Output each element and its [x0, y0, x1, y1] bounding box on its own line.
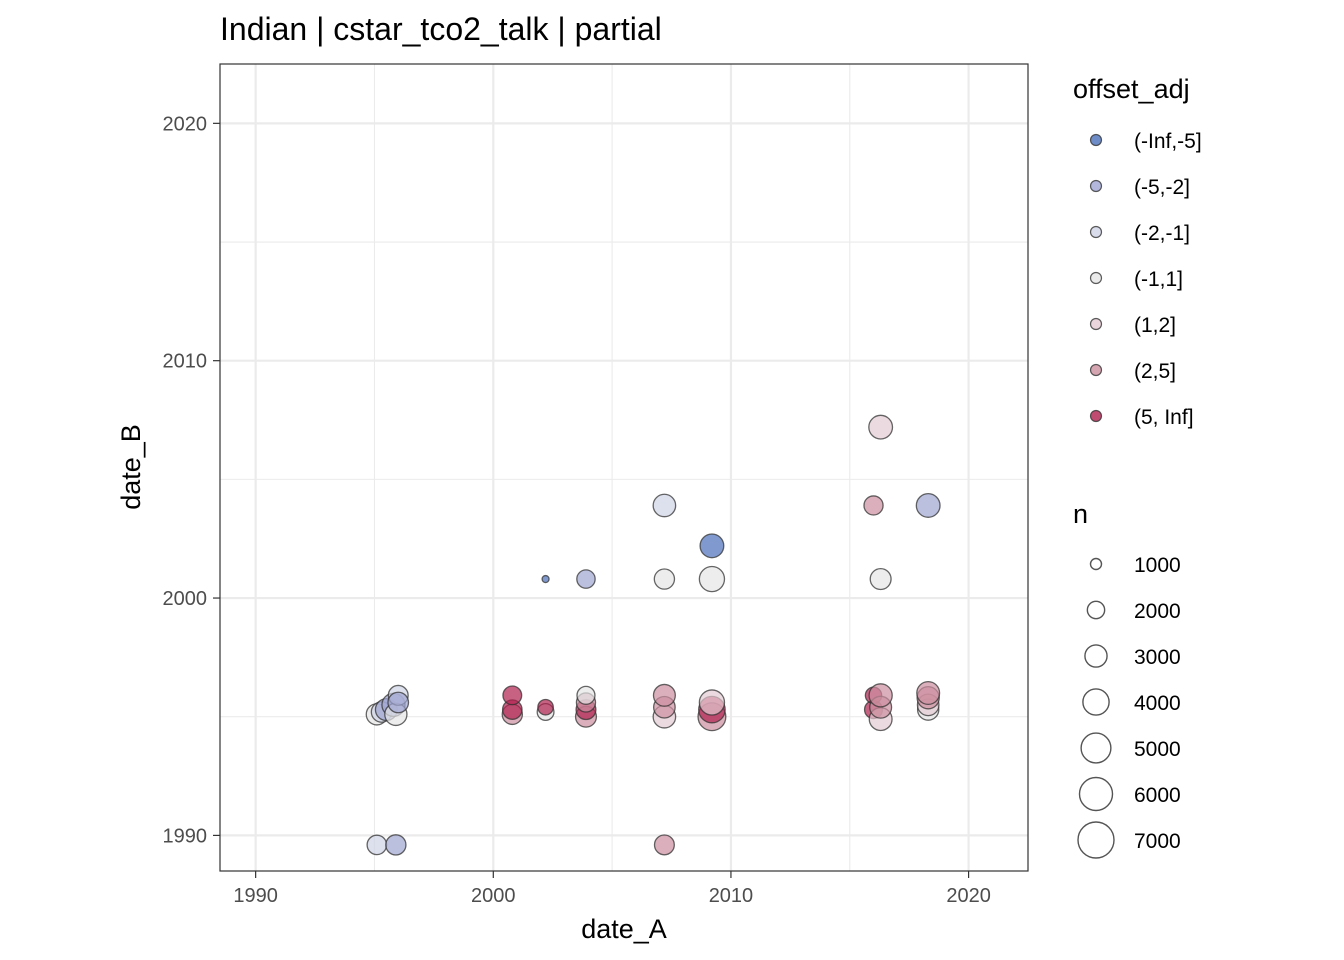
color-legend-key	[1089, 317, 1103, 331]
color-legend-label: (-2,-1]	[1134, 222, 1190, 245]
size-legend-label: 5000	[1134, 738, 1181, 761]
data-point	[863, 495, 884, 516]
x-tick-label: 1990	[233, 885, 278, 907]
color-legend-key	[1089, 225, 1103, 239]
data-point	[366, 834, 388, 856]
size-legend-key	[1082, 688, 1110, 716]
data-point	[652, 493, 677, 518]
color-legend-key	[1089, 133, 1103, 147]
data-point	[915, 492, 941, 518]
data-point	[916, 680, 941, 706]
color-legend: (-Inf,-5] (-5,-2] (-2,-1] (-1,1] (1,2] (2,5] (…	[1089, 130, 1202, 429]
color-legend-title: offset_adj	[1073, 74, 1190, 104]
data-point	[385, 834, 407, 856]
size-legend-key	[1077, 821, 1115, 859]
size-legend-key	[1084, 644, 1108, 668]
color-legend-key	[1089, 363, 1103, 377]
color-legend-label: (-5,-2]	[1134, 176, 1190, 199]
data-point	[576, 685, 596, 705]
size-legend-key	[1086, 600, 1106, 620]
data-point	[387, 691, 410, 714]
size-legend-key	[1078, 776, 1114, 812]
size-legend-key	[1080, 732, 1112, 764]
data-point	[698, 689, 726, 716]
x-tick-label: 2000	[471, 885, 516, 907]
data-point	[541, 574, 550, 584]
y-axis-ticks: 1990 2000 2010 2020	[163, 113, 220, 847]
x-tick-label: 2010	[709, 885, 754, 907]
size-legend: 1000 2000 3000 4000 5000 6000 7000	[1077, 554, 1181, 859]
data-point	[652, 683, 676, 707]
size-legend-label: 4000	[1134, 692, 1181, 715]
data-point	[653, 834, 675, 856]
size-legend-key	[1089, 557, 1103, 571]
size-legend-label: 6000	[1134, 784, 1181, 807]
y-tick-label: 1990	[163, 825, 208, 847]
x-axis-title: date_A	[581, 914, 667, 944]
plot-panel	[220, 64, 1028, 871]
data-point	[868, 414, 894, 440]
color-legend-label: (-1,1]	[1134, 268, 1183, 291]
size-legend-label: 7000	[1134, 830, 1181, 853]
data-point	[868, 683, 893, 708]
color-legend-label: (2,5]	[1134, 360, 1176, 383]
y-tick-label: 2000	[163, 588, 208, 610]
size-legend-label: 2000	[1134, 600, 1181, 623]
x-tick-label: 2020	[946, 885, 991, 907]
color-legend-label: (5, Inf]	[1134, 406, 1194, 429]
color-legend-key	[1089, 271, 1103, 285]
color-legend-key	[1089, 179, 1103, 193]
size-legend-title: n	[1073, 499, 1088, 529]
size-legend-label: 3000	[1134, 646, 1181, 669]
data-point	[576, 569, 596, 589]
chart-title: Indian | cstar_tco2_talk | partial	[220, 11, 662, 47]
data-point	[869, 567, 892, 591]
y-tick-label: 2010	[163, 351, 208, 373]
color-legend-label: (-Inf,-5]	[1134, 130, 1202, 153]
data-points	[365, 414, 941, 856]
x-axis-ticks: 1990 2000 2010 2020	[233, 871, 991, 907]
color-legend-key	[1089, 409, 1103, 423]
data-point	[699, 533, 725, 559]
y-axis-title: date_B	[116, 424, 146, 510]
color-legend-label: (1,2]	[1134, 314, 1176, 337]
data-point	[537, 698, 554, 716]
major-gridlines	[220, 64, 1028, 871]
plot-panel-border	[219, 63, 1029, 872]
data-point	[502, 685, 523, 706]
y-tick-label: 2020	[163, 113, 208, 135]
size-legend-label: 1000	[1134, 554, 1181, 577]
data-point	[698, 565, 726, 593]
minor-gridlines	[220, 64, 1028, 871]
data-point	[653, 568, 676, 590]
